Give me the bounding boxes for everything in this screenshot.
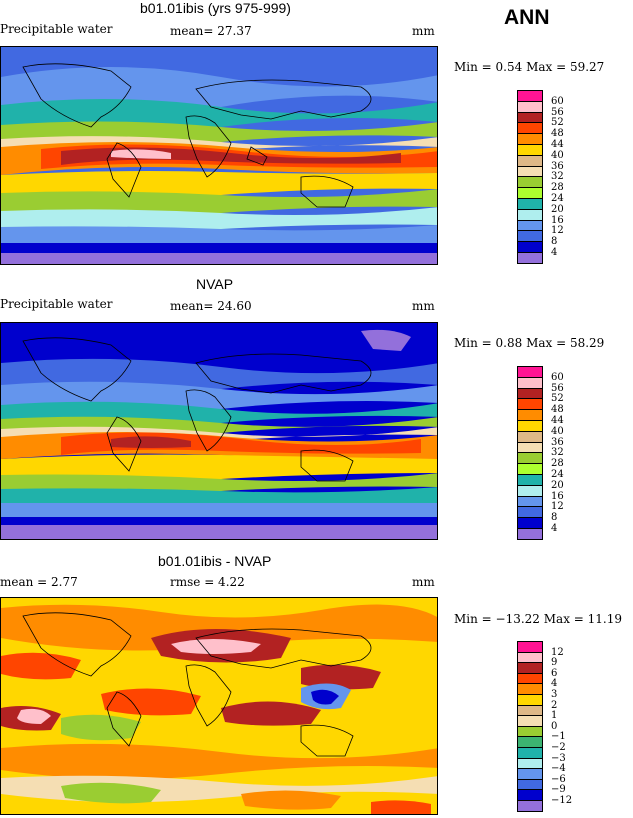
colorbar-label: 36 — [551, 160, 564, 172]
panel3-contour-field — [1, 598, 437, 814]
colorbar-label: 40 — [551, 425, 564, 437]
colorbar-label: 60 — [551, 95, 564, 107]
colorbar-label: 48 — [551, 404, 564, 416]
colorbar-swatch — [517, 252, 543, 264]
colorbar-label: −1 — [551, 731, 566, 743]
colorbar-label: 48 — [551, 128, 564, 140]
colorbar-label: 12 — [551, 646, 564, 658]
panel3-mean: mean = 2.77 — [0, 575, 78, 589]
colorbar-label: 60 — [551, 371, 564, 383]
colorbar-label: 36 — [551, 436, 564, 448]
panel1-title: b01.01ibis (yrs 975-999) — [140, 0, 291, 16]
colorbar-swatch — [517, 800, 543, 812]
colorbar-label: 20 — [551, 479, 564, 491]
colorbar-label: 16 — [551, 490, 564, 502]
colorbar-label: 16 — [551, 214, 564, 226]
season-label: ANN — [504, 6, 550, 29]
colorbar-label: 28 — [551, 182, 564, 194]
colorbar-label: 32 — [551, 447, 564, 459]
colorbar-label: 44 — [551, 139, 564, 150]
colorbar-label: 8 — [551, 512, 558, 524]
panel3-rmse: rmse = 4.22 — [170, 575, 245, 589]
panel2-units: mm — [412, 299, 435, 313]
panel1-variable-label: Precipitable water — [0, 22, 113, 36]
colorbar-label: −2 — [551, 742, 566, 753]
panel1-map — [0, 46, 438, 265]
panel1-units: mm — [412, 24, 435, 38]
panel2-minmax: Min = 0.88 Max = 58.29 — [454, 336, 605, 350]
panel2-mean: mean= 24.60 — [170, 299, 252, 313]
colorbar-label: 0 — [551, 720, 558, 732]
colorbar-label: −9 — [551, 784, 566, 796]
panel1-contour-field — [1, 47, 437, 264]
panel2-contour-field — [1, 323, 437, 539]
panel2-title: NVAP — [196, 276, 234, 292]
panel3-minmax: Min = −13.22 Max = 11.19 — [454, 612, 623, 626]
panel1-minmax: Min = 0.54 Max = 59.27 — [454, 60, 605, 74]
panel2-map — [0, 322, 438, 540]
colorbar-label: −4 — [551, 763, 566, 775]
colorbar-label: −3 — [551, 752, 566, 764]
colorbar-label: 40 — [551, 149, 564, 161]
colorbar-label: 4 — [551, 523, 558, 534]
colorbar-label: 12 — [551, 501, 564, 513]
colorbar-label: 4 — [551, 247, 558, 258]
colorbar-label: 52 — [551, 117, 564, 129]
colorbar-label: 56 — [551, 106, 564, 118]
colorbar-label: 9 — [551, 657, 558, 669]
colorbar-label: 32 — [551, 171, 564, 183]
colorbar-label: 4 — [551, 678, 558, 690]
colorbar-label: 12 — [551, 225, 564, 237]
colorbar-label: 20 — [551, 203, 564, 215]
panel1-mean: mean= 27.37 — [170, 24, 252, 38]
colorbar-label: 28 — [551, 458, 564, 470]
colorbar-label: 6 — [551, 667, 558, 679]
panel3-map — [0, 597, 438, 815]
colorbar-label: −12 — [551, 795, 573, 806]
colorbar-label: 24 — [551, 469, 564, 480]
panel2-variable-label: Precipitable water — [0, 297, 113, 311]
colorbar-label: 24 — [551, 193, 564, 204]
colorbar-label: 52 — [551, 393, 564, 405]
panel3-title: b01.01ibis - NVAP — [158, 553, 272, 569]
colorbar-label: 3 — [551, 689, 558, 700]
colorbar-label: 8 — [551, 236, 558, 248]
colorbar-label: −6 — [551, 773, 566, 785]
colorbar-swatch — [517, 528, 543, 540]
colorbar-label: 44 — [551, 415, 564, 426]
colorbar-label: 1 — [551, 710, 558, 722]
panel3-units: mm — [412, 575, 435, 589]
colorbar-label: 56 — [551, 382, 564, 394]
colorbar-label: 2 — [551, 699, 558, 711]
